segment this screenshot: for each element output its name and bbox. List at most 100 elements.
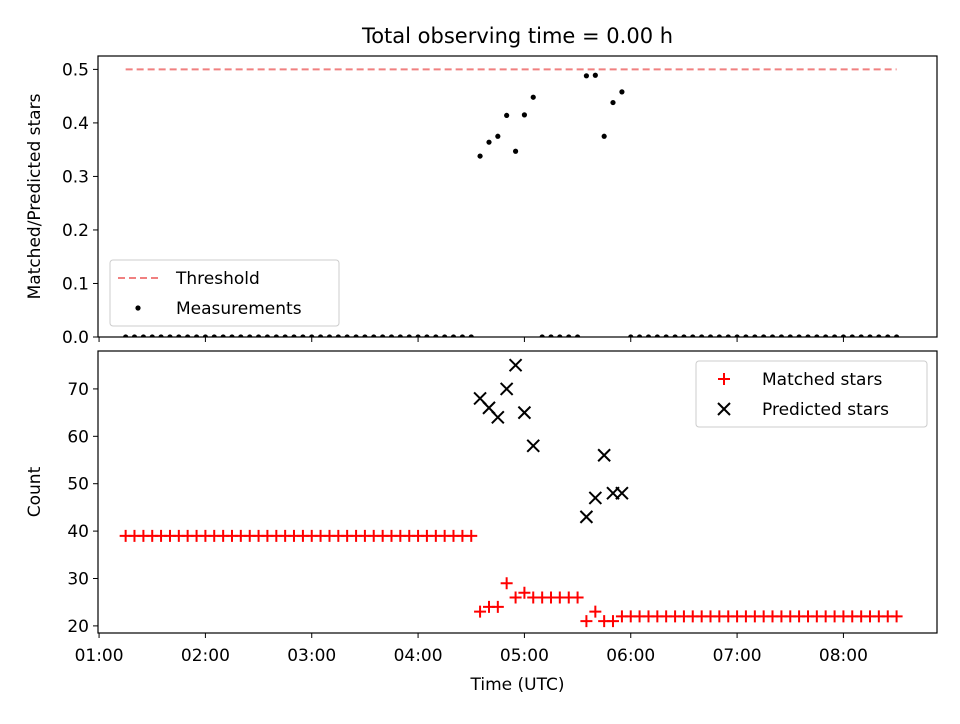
predicted-stars-point <box>499 382 514 396</box>
measurements-point <box>574 334 581 337</box>
measurements-point <box>663 334 669 337</box>
measurements-point <box>778 334 785 337</box>
measurements-point <box>353 334 359 337</box>
measurements-point <box>548 334 554 337</box>
measurements-point <box>539 334 545 337</box>
measurements-point <box>645 334 652 337</box>
bottom-x-tick-label: 02:00 <box>181 646 230 666</box>
measurements-point <box>247 334 253 337</box>
measurements-point <box>699 334 705 337</box>
measurements-point <box>211 334 217 337</box>
measurements-point <box>388 334 395 337</box>
measurements-point <box>619 89 625 95</box>
measurements-point <box>885 334 891 337</box>
measurements-point <box>397 334 403 337</box>
measurements-point <box>450 334 457 337</box>
measurements-point <box>362 334 368 337</box>
predicted-stars-point <box>491 410 505 425</box>
measurements-point <box>610 99 616 106</box>
bottom-axes: 01:00 02:00 03:00 04:00 05:00 06:00 07:00 08:00… <box>25 350 938 695</box>
measurements-point <box>380 334 386 337</box>
measurements-point <box>220 334 226 337</box>
top-y-tick-label: 0.5 <box>62 60 89 80</box>
bottom-x-tick-label: 03:00 <box>287 646 336 666</box>
bottom-y-tick-label: 40 <box>67 522 89 542</box>
measurements-point <box>769 334 776 337</box>
measurements-point <box>193 334 200 337</box>
measurements-point <box>787 334 793 337</box>
measurements-point <box>867 334 873 337</box>
measurements-point <box>335 334 341 337</box>
predicted-stars-point <box>597 448 611 462</box>
measurements-point <box>876 334 882 337</box>
bottom-x-axis-label: Time (UTC) <box>470 675 565 695</box>
measurements-point <box>185 334 191 337</box>
measurements-point <box>477 153 483 159</box>
measurements-point <box>592 72 598 78</box>
measurements-point <box>761 334 767 337</box>
bottom-x-tick-label: 08:00 <box>819 646 868 666</box>
measurements-point <box>131 334 138 337</box>
measurements-point <box>734 334 740 337</box>
bottom-y-tick-label: 30 <box>67 569 89 589</box>
legend-matched-stars-swatch <box>718 373 730 385</box>
measurements-point <box>123 334 129 337</box>
matched-stars-point <box>500 577 513 590</box>
measurements-point <box>840 334 847 337</box>
predicted-stars-point <box>615 486 629 500</box>
measurements-point <box>628 334 634 337</box>
matched-stars-point <box>474 605 487 618</box>
measurements-point <box>681 334 687 337</box>
top-axes-frame <box>97 55 938 338</box>
measurements-point <box>486 139 492 145</box>
measurements-point <box>566 334 572 337</box>
top-y-tick-label: 0.0 <box>62 328 89 348</box>
measurements-point <box>521 112 528 118</box>
measurements-point <box>176 334 182 337</box>
bottom-legend-box <box>695 360 928 428</box>
matched-stars-point <box>518 586 531 599</box>
top-y-tick-label: 0.2 <box>62 221 89 241</box>
measurements-point <box>849 334 855 337</box>
matched-stars-point <box>589 605 602 618</box>
measurements-point <box>495 133 501 139</box>
bottom-y-tick-label: 70 <box>67 380 89 400</box>
measurements-point <box>202 334 208 337</box>
measurements-point <box>317 334 324 337</box>
legend-predicted-stars-label: Predicted stars <box>762 400 889 420</box>
predicted-stars-point <box>526 439 540 453</box>
top-y-tick-label: 0.4 <box>62 114 89 134</box>
bottom-x-tick-label: 06:00 <box>606 646 655 666</box>
measurements-point <box>167 334 173 337</box>
top-y-axis-label: Matched/Predicted stars <box>25 93 45 299</box>
measurements-point <box>300 334 306 337</box>
bottom-y-tick-label: 20 <box>67 617 89 637</box>
measurements-point <box>707 334 714 337</box>
top-legend: Threshold Measurements <box>109 259 340 327</box>
measurements-point <box>823 334 829 337</box>
measurements-point <box>752 334 758 337</box>
measurements-point <box>415 334 421 337</box>
measurements-point <box>282 334 288 337</box>
predicted-stars-point <box>508 358 523 372</box>
measurements-point <box>291 334 297 337</box>
bottom-y-tick-label: 60 <box>67 427 89 447</box>
bottom-plot-area <box>119 358 903 628</box>
matched-stars-point <box>571 591 584 604</box>
measurements-point <box>344 334 350 337</box>
matched-stars-point <box>580 615 593 628</box>
measurements-point <box>530 94 536 100</box>
top-axes: Total observing time = 0.00 h 0.0 0.1 0.2 0.… <box>25 24 938 348</box>
measurements-point <box>273 334 279 337</box>
bottom-y-tick-label: 50 <box>67 475 89 495</box>
measurements-point <box>433 334 439 337</box>
measurements-point <box>264 334 270 337</box>
bottom-y-axis-label: Count <box>25 466 45 517</box>
measurements-point <box>796 334 802 337</box>
bottom-x-tick-label: 07:00 <box>713 646 762 666</box>
legend-measurements-swatch <box>135 305 141 311</box>
bottom-x-tick-label: 01:00 <box>75 646 124 666</box>
bottom-x-tick-label: 04:00 <box>394 646 443 666</box>
measurements-point <box>805 334 811 337</box>
measurements-point <box>743 334 749 337</box>
